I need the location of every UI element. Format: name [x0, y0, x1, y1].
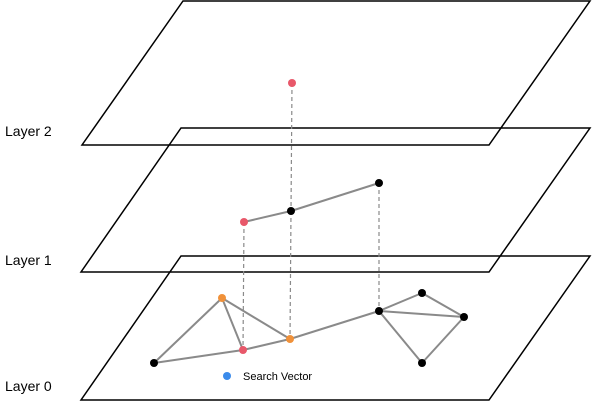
layer-1-node — [287, 207, 295, 215]
layer-0-edge — [378, 310, 465, 318]
layer-1-plane — [79, 127, 592, 273]
layer-0-edge — [221, 297, 291, 340]
layer-2-label: Layer 2 — [5, 123, 52, 139]
layer-0-node — [460, 313, 468, 321]
layer-0-plane — [79, 255, 592, 401]
layer-0-node — [375, 307, 383, 315]
layer-1-edge — [290, 182, 380, 212]
layer-0-edge — [421, 292, 465, 318]
layer-1-edge — [243, 210, 292, 223]
layer-0-node — [418, 289, 426, 297]
layer-0-edge — [378, 310, 423, 364]
layer-0-candidate-node — [286, 335, 294, 343]
layer-0-path-node — [239, 346, 247, 354]
layer-0-node — [150, 359, 158, 367]
layer-0-edge — [242, 338, 291, 351]
layer-0-edge — [153, 297, 223, 364]
layer-2-plane — [80, 0, 592, 146]
layer-0-edges — [153, 292, 465, 364]
layer-1-label: Layer 1 — [5, 252, 52, 268]
layer-0-candidate-node — [218, 294, 226, 302]
layer-0-edge — [153, 349, 244, 364]
connector-top-node — [290, 82, 293, 212]
connector-middle-left — [242, 221, 245, 351]
layer-1-edges — [243, 182, 380, 223]
layer-2-entry-node — [288, 79, 296, 87]
layer-1-node — [375, 179, 383, 187]
layer-0-edge — [421, 316, 465, 364]
layer-0-label: Layer 0 — [5, 378, 52, 394]
layer-0-edge — [378, 292, 423, 312]
layer-0-edge — [221, 297, 244, 351]
layer-0-edge — [289, 310, 380, 340]
layer-connectors — [242, 82, 380, 351]
search-vector-label: Search Vector — [243, 371, 312, 383]
layer-0-node — [418, 359, 426, 367]
connector-middle-center — [289, 210, 292, 340]
search-vector-marker — [223, 372, 231, 380]
layer-1-path-node — [240, 218, 248, 226]
